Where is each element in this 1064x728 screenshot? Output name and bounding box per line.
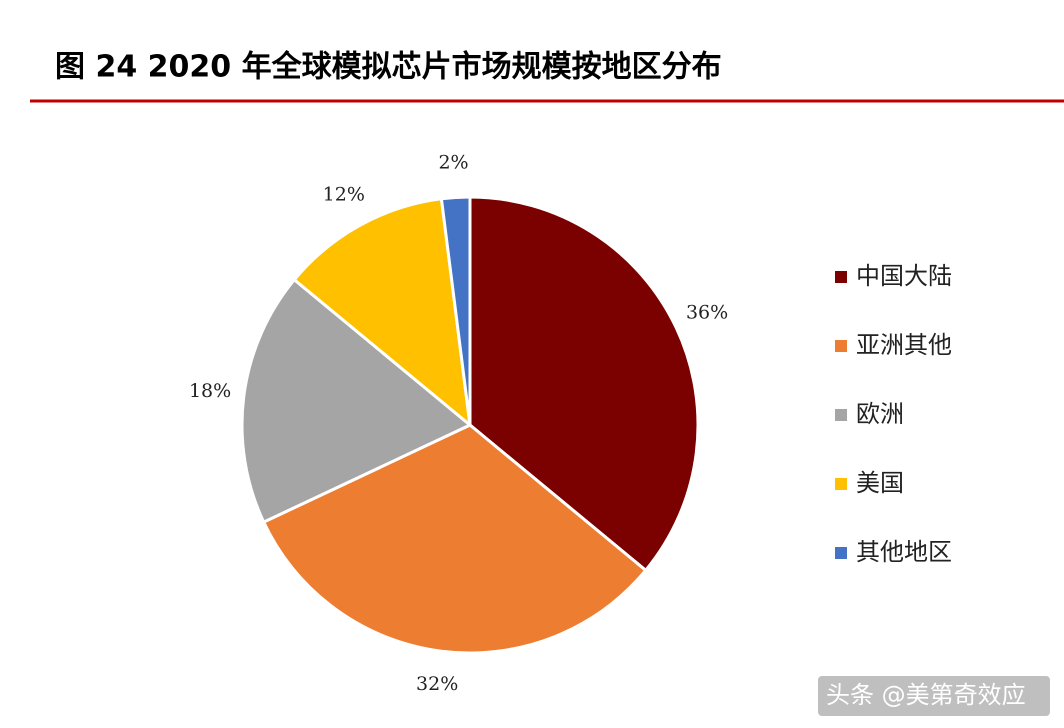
value-label: 32% — [416, 673, 458, 695]
legend-label: 美国 — [856, 469, 904, 497]
pie-slice — [468, 195, 700, 573]
legend-label: 欧洲 — [856, 400, 904, 428]
legend-swatch — [835, 409, 847, 421]
pie-slice — [292, 197, 472, 429]
pie-slice — [439, 195, 472, 426]
legend-swatch — [835, 271, 847, 283]
legend-label: 中国大陆 — [856, 262, 952, 290]
legend-label: 其他地区 — [856, 538, 952, 566]
watermark: 头条 @美第奇效应 — [826, 681, 1026, 709]
value-label: 2% — [438, 152, 468, 174]
legend-swatch — [835, 340, 847, 352]
legend-label: 亚洲其他 — [856, 331, 952, 359]
value-label: 12% — [323, 183, 365, 205]
pie-slice — [261, 423, 648, 655]
value-label: 18% — [189, 380, 231, 402]
value-label: 36% — [686, 301, 728, 323]
watermark-bg — [818, 676, 1050, 716]
chart-title: 图 24 2020 年全球模拟芯片市场规模按地区分布 — [55, 50, 722, 85]
legend-swatch — [835, 478, 847, 490]
pie-slice — [240, 277, 473, 525]
legend-swatch — [835, 547, 847, 559]
